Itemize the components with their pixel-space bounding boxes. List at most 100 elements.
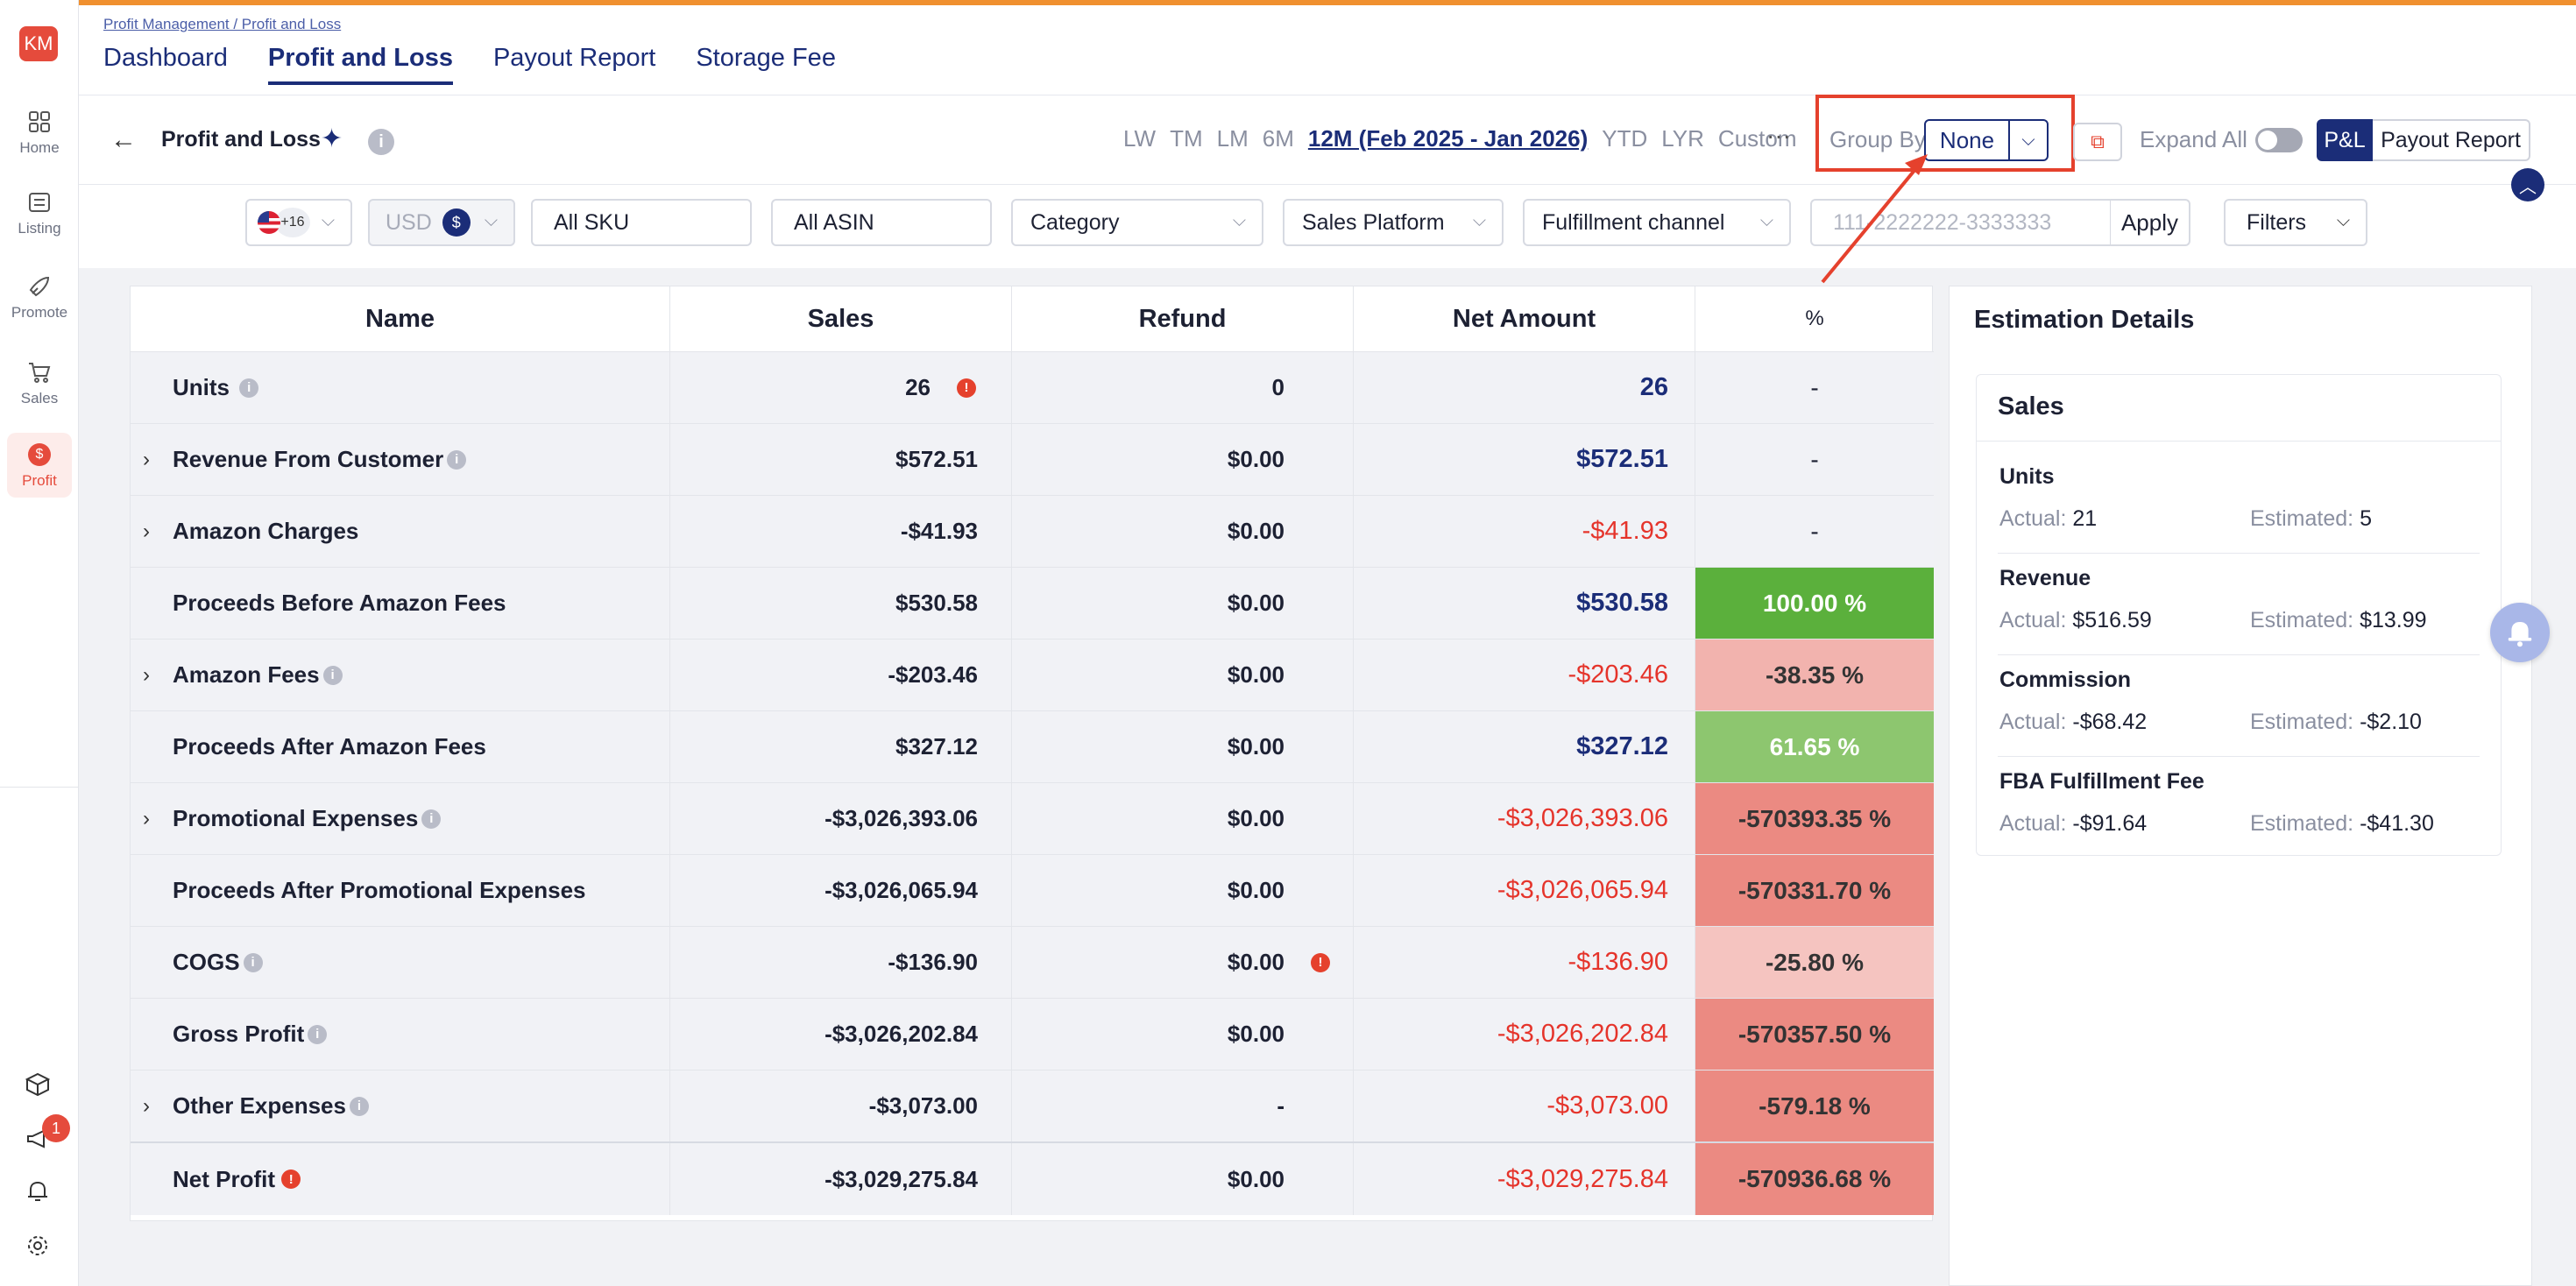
period-tm[interactable]: TM — [1170, 125, 1203, 152]
row-sales: -$41.93 — [670, 496, 1012, 567]
expand-all-toggle[interactable] — [2255, 128, 2303, 152]
info-icon[interactable]: i — [243, 952, 263, 972]
megaphone-icon[interactable] — [20, 1121, 55, 1156]
table-row[interactable]: › Amazon Fees i -$203.46 $0.00 -$203.46 -3… — [131, 639, 1934, 710]
payout-report-button[interactable]: Payout Report — [2373, 119, 2530, 161]
alert-icon[interactable]: ! — [281, 1169, 301, 1189]
row-sales: -$136.90 — [670, 927, 1012, 998]
period-6m[interactable]: 6M — [1262, 125, 1294, 152]
alert-icon[interactable]: ! — [957, 378, 976, 398]
chevron-right-icon[interactable]: › — [143, 806, 150, 830]
external-link-button[interactable]: ⧉ — [2073, 123, 2122, 161]
tab-profit-and-loss[interactable]: Profit and Loss — [267, 44, 453, 85]
row-pct: -570393.35 % — [1695, 783, 1934, 854]
asin-select[interactable]: All ASIN — [771, 199, 992, 246]
chevron-down-icon: ⌵ — [484, 211, 498, 230]
filter-bar: +16 ⌵ USD $ ⌵ All SKU All ASIN Category … — [79, 184, 2576, 268]
sku-select[interactable]: All SKU — [531, 199, 752, 246]
period-lm[interactable]: LM — [1216, 125, 1249, 152]
col-sales[interactable]: Sales — [670, 286, 1012, 351]
estimation-actual: Actual: $516.59 — [1999, 608, 2152, 632]
sidebar-item-sales[interactable]: Sales — [7, 350, 72, 415]
group-by-select[interactable]: None ⌵ — [1924, 119, 2049, 161]
period-ytd[interactable]: YTD — [1602, 125, 1648, 152]
period-lyr[interactable]: LYR — [1661, 125, 1704, 152]
more-options-icon[interactable]: ··· — [1766, 122, 1791, 149]
tab-dashboard[interactable]: Dashboard — [103, 44, 228, 72]
apply-button[interactable]: Apply — [2110, 199, 2190, 246]
info-icon[interactable]: i — [447, 449, 467, 470]
estimation-item-name: Revenue — [1999, 566, 2091, 590]
row-sales: -$203.46 — [670, 639, 1012, 710]
estimation-panel: Estimation Details Sales Units Actual: 2… — [1949, 286, 2532, 1286]
chevron-right-icon[interactable]: › — [143, 662, 150, 687]
box-icon[interactable] — [20, 1067, 55, 1102]
sparkle-icon[interactable]: ✦ — [321, 124, 343, 153]
table-row: Net Profit ! -$3,029,275.84 $0.00 -$3,02… — [131, 1141, 1934, 1215]
chevron-right-icon[interactable]: › — [143, 519, 150, 543]
col-name[interactable]: Name — [131, 286, 670, 351]
bell-icon[interactable] — [20, 1174, 55, 1209]
sidebar-item-listing[interactable]: Listing — [7, 180, 72, 245]
sidebar-item-promote[interactable]: Promote — [7, 265, 72, 329]
period-12m[interactable]: 12M (Feb 2025 - Jan 2026) — [1307, 125, 1589, 152]
sidebar-item-profit[interactable]: $ Profit — [7, 433, 72, 498]
sidebar-item-home[interactable]: Home — [7, 100, 72, 165]
rocket-icon — [25, 272, 53, 300]
info-icon[interactable]: i — [349, 1096, 369, 1116]
avatar[interactable]: KM — [19, 26, 58, 61]
info-icon[interactable]: i — [239, 378, 259, 398]
sidebar-item-label: Promote — [11, 304, 68, 321]
pl-button[interactable]: P&L — [2317, 119, 2373, 161]
fulfillment-select[interactable]: Fulfillment channel ⌵ — [1523, 199, 1791, 246]
col-refund[interactable]: Refund — [1012, 286, 1354, 351]
tab-storage-fee[interactable]: Storage Fee — [696, 44, 836, 72]
filters-label: Filters — [2247, 209, 2307, 235]
currency-select[interactable]: USD $ ⌵ — [368, 199, 515, 246]
chevron-down-icon: ⌵ — [2021, 130, 2035, 150]
col-net-amount[interactable]: Net Amount — [1354, 286, 1695, 351]
period-custom[interactable]: Custom — [1717, 125, 1797, 152]
row-sales: $572.51 — [670, 424, 1012, 495]
row-sales: $327.12 — [670, 711, 1012, 782]
table-row[interactable]: › Amazon Charges -$41.93 $0.00 -$41.93 - — [131, 495, 1934, 567]
chevron-down-icon: ⌵ — [1759, 211, 1773, 230]
chevron-right-icon[interactable]: › — [143, 447, 150, 471]
back-arrow-icon[interactable]: ← — [110, 125, 137, 154]
category-select[interactable]: Category ⌵ — [1011, 199, 1263, 246]
alert-icon[interactable]: ! — [1311, 952, 1330, 972]
marketplace-select[interactable]: +16 ⌵ — [245, 199, 352, 246]
sales-platform-select[interactable]: Sales Platform ⌵ — [1283, 199, 1504, 246]
estimation-estimated: Estimated: -$41.30 — [2250, 811, 2434, 836]
info-icon[interactable]: i — [368, 129, 394, 155]
gear-icon[interactable] — [20, 1228, 55, 1263]
estimation-item: Commission Actual: -$68.42 Estimated: -$… — [1998, 655, 2480, 757]
order-id-input[interactable]: 111-2222222-3333333 — [1810, 199, 2112, 246]
chevron-right-icon[interactable]: › — [143, 1093, 150, 1118]
table-row[interactable]: › Other Expenses i -$3,073.00 - -$3,073.00… — [131, 1070, 1934, 1141]
table-row[interactable]: › Revenue From Customer i $572.51 $0.00 $5… — [131, 423, 1934, 495]
fulfillment-label: Fulfillment channel — [1542, 209, 1725, 235]
collapse-up-icon[interactable]: ︿ — [2511, 168, 2544, 201]
breadcrumb[interactable]: Profit Management / Profit and Loss — [103, 16, 342, 32]
floating-bell-icon[interactable] — [2490, 603, 2550, 662]
row-refund: 0 — [1012, 352, 1354, 423]
external-link-icon: ⧉ — [2091, 131, 2105, 152]
tab-payout-report[interactable]: Payout Report — [492, 44, 656, 72]
estimation-section-title: Sales — [1977, 375, 2501, 442]
info-icon[interactable]: i — [421, 809, 442, 829]
row-name: Proceeds Before Amazon Fees — [131, 568, 670, 639]
category-label: Category — [1030, 209, 1120, 235]
row-sales: -$3,026,393.06 — [670, 783, 1012, 854]
info-icon[interactable]: i — [308, 1024, 328, 1044]
row-name: Proceeds After Amazon Fees — [131, 711, 670, 782]
estimation-estimated: Estimated: $13.99 — [2250, 608, 2427, 632]
table-row[interactable]: › Promotional Expenses i -$3,026,393.06 $0… — [131, 782, 1934, 854]
info-icon[interactable]: i — [322, 665, 343, 685]
period-lw[interactable]: LW — [1123, 125, 1157, 152]
filters-button[interactable]: Filters ⌵ — [2224, 199, 2367, 246]
col-percent[interactable]: % — [1805, 307, 1824, 330]
page-title: Profit and Loss — [161, 127, 321, 152]
period-selector: LW TM LM 6M 12M (Feb 2025 - Jan 2026) YT… — [1123, 125, 1797, 152]
row-net: 26 — [1354, 352, 1695, 423]
